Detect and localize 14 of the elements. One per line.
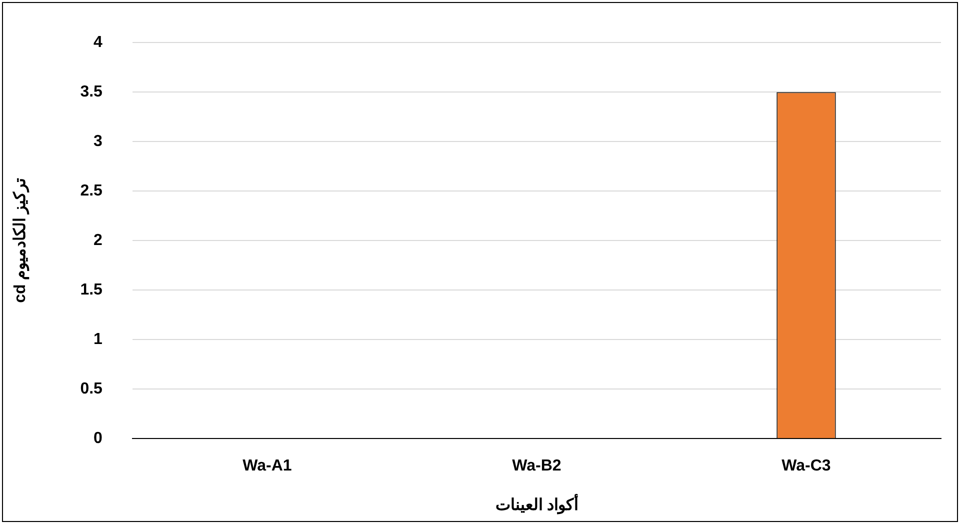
y-tick-label: 1.5 xyxy=(80,282,103,299)
y-tick-label: 2.5 xyxy=(80,182,103,200)
x-tick-label: Wa-C3 xyxy=(782,458,831,475)
y-tick-label: 0.5 xyxy=(80,380,103,398)
y-tick-label: 1 xyxy=(94,331,103,348)
x-axis-title: أكواد العينات xyxy=(495,492,578,515)
x-tick-label: Wa-A1 xyxy=(242,458,292,475)
y-axis-title: تركيز الكادميوم cd xyxy=(12,177,30,303)
x-tick-label: Wa-B2 xyxy=(512,458,562,475)
y-tick-label: 0 xyxy=(94,430,103,448)
y-tick-label: 3.5 xyxy=(80,84,103,101)
y-tick-label: 4 xyxy=(94,34,103,52)
y-tick-label: 2 xyxy=(94,232,103,250)
y-tick-label: 3 xyxy=(94,133,103,150)
